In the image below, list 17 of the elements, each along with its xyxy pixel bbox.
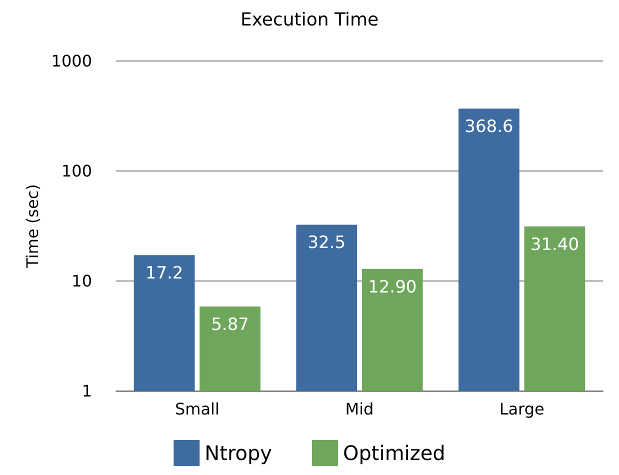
data-label: 17.2 xyxy=(145,264,184,284)
y-tick-label: 10 xyxy=(72,272,92,290)
data-label: 32.5 xyxy=(308,233,346,254)
data-label: 5.87 xyxy=(211,314,249,335)
data-label: 368.6 xyxy=(464,117,514,138)
y-tick-label: 100 xyxy=(61,162,92,180)
x-tick-label: Large xyxy=(499,400,544,418)
x-tick-label: Mid xyxy=(345,400,374,418)
legend-label: Optimized xyxy=(342,441,446,465)
legend-label: Ntropy xyxy=(204,441,272,465)
data-label: 12.90 xyxy=(368,277,417,298)
y-tick-label: 1 xyxy=(82,382,92,400)
data-label: 31.40 xyxy=(530,234,580,255)
y-tick-label: 1000 xyxy=(51,52,92,70)
y-axis-title: Time (sec) xyxy=(22,184,42,269)
x-tick-label: Small xyxy=(174,400,220,418)
chart-title: Execution Time xyxy=(240,10,379,30)
